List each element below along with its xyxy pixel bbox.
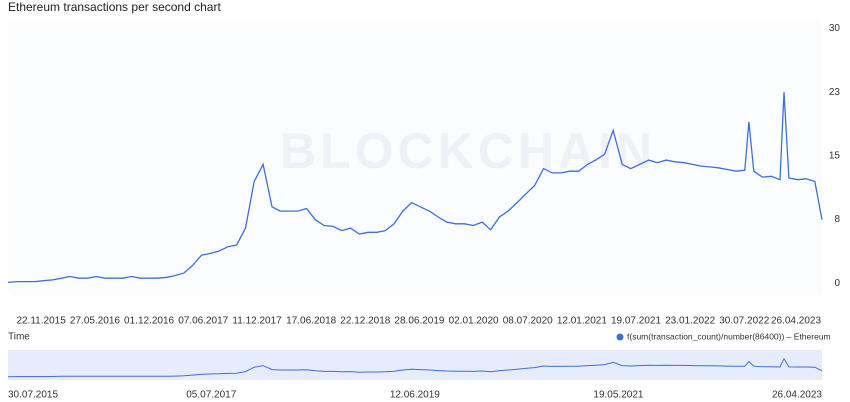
legend-label: f(sum(transaction_count)/number(86400)) … — [627, 331, 831, 341]
x-tick-label: 22.11.2015 — [16, 316, 66, 327]
x-tick-label: 01.12.2016 — [124, 316, 174, 327]
navigator-tick-label: 12.06.2019 — [390, 390, 440, 401]
data-line — [7, 92, 823, 284]
navigator-tick-label: 30.07.2015 — [8, 390, 58, 401]
y-tick-label: 8 — [834, 214, 840, 225]
x-tick-label: 07.06.2017 — [178, 316, 228, 327]
x-axis-label: Time — [8, 332, 30, 343]
x-tick-label: 27.05.2016 — [70, 316, 120, 327]
x-tick-label: 17.06.2018 — [286, 316, 336, 327]
plot-area — [8, 20, 822, 296]
x-tick-label: 08.07.2020 — [503, 316, 553, 327]
x-tick-label: 26.04.2023 — [771, 316, 821, 327]
x-tick-label: 12.01.2021 — [557, 316, 607, 327]
navigator-line — [7, 357, 823, 378]
y-tick-label: 23 — [829, 87, 841, 98]
chart-title: Ethereum transactions per second chart — [8, 0, 221, 14]
y-tick-label: 30 — [829, 23, 841, 34]
x-tick-label: 23.01.2022 — [665, 316, 715, 327]
x-tick-label: 11.12.2017 — [232, 316, 282, 327]
navigator-tick-label: 05.07.2017 — [186, 390, 236, 401]
x-tick-label: 02.01.2020 — [449, 316, 499, 327]
x-tick-label: 28.06.2019 — [394, 316, 444, 327]
legend-marker — [616, 333, 624, 341]
x-tick-label: 19.07.2021 — [611, 316, 661, 327]
watermark: BLOCKCHAIN — [280, 123, 656, 179]
x-tick-label: 22.12.2018 — [340, 316, 390, 327]
y-tick-label: 15 — [829, 151, 841, 162]
navigator-tick-label: 19.05.2021 — [593, 390, 643, 401]
navigator-tick-label: 26.04.2023 — [772, 390, 822, 401]
navigator[interactable] — [8, 350, 822, 380]
x-tick-label: 30.07.2022 — [719, 316, 769, 327]
y-tick-label: 0 — [834, 278, 840, 289]
